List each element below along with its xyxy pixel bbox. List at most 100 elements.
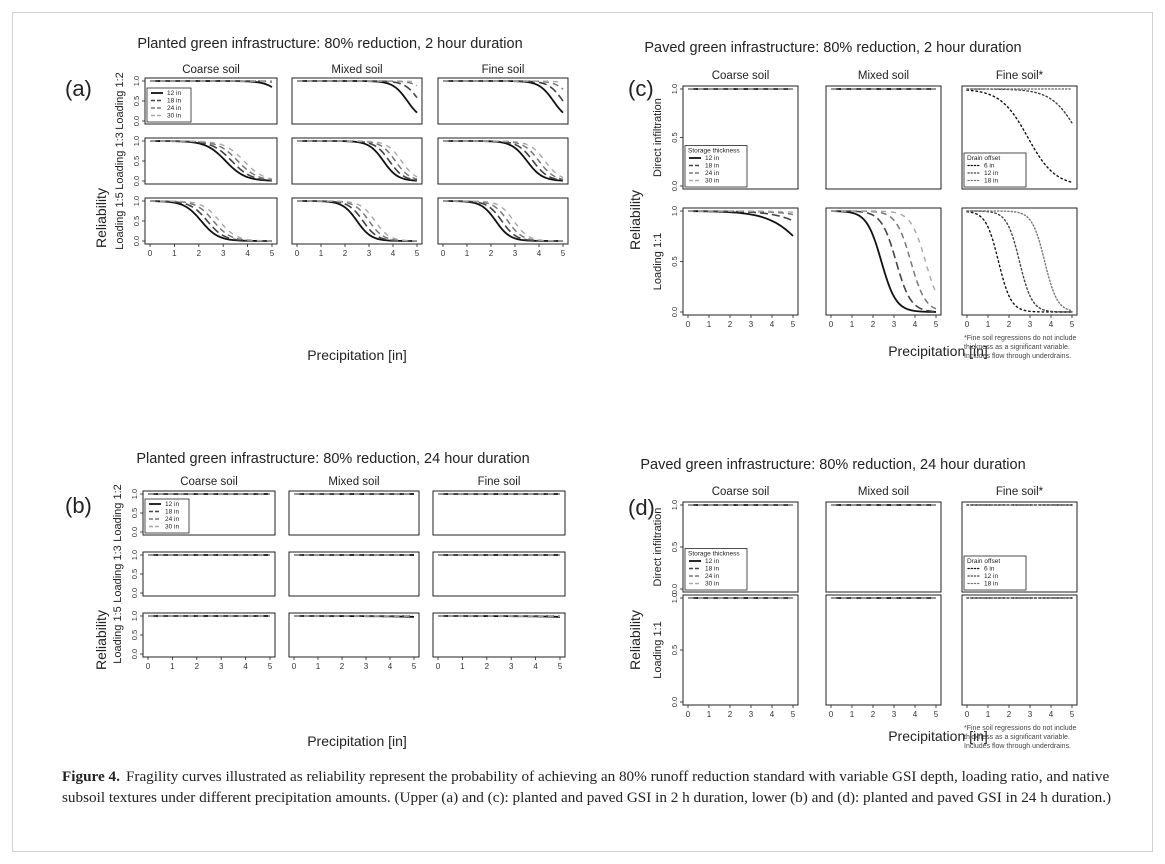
- x-tick-label: 5: [561, 249, 566, 258]
- subplot: [432, 490, 566, 536]
- legend-entry: 12 in: [984, 573, 998, 580]
- x-tick-label: 4: [770, 320, 775, 329]
- subplot: 0.0 0.5 1.0 0 1 2 3 4 5: [130, 611, 276, 671]
- y-tick-label: 1.0: [130, 611, 139, 621]
- subplot: 0.0 0.5 1.0 0 1 2 3 4 5: [670, 593, 799, 719]
- x-tick-label: 4: [770, 710, 775, 719]
- y-tick-label: 1.0: [670, 500, 679, 510]
- x-tick-label: 4: [243, 662, 248, 671]
- column-title: Coarse soil: [182, 64, 240, 76]
- subplot-frame: [825, 85, 942, 190]
- subplot: 0.0 0.5 1.0 0 1 2 3 4 5: [670, 206, 799, 329]
- series-line: [443, 140, 564, 179]
- legend-entry: 24 in: [705, 170, 719, 177]
- y-tick-label: 0.5: [132, 96, 141, 106]
- y-axis-label: Reliability: [627, 610, 643, 670]
- x-tick-label: 4: [533, 662, 538, 671]
- subplot: 0 1 2 3 4 5: [825, 594, 942, 719]
- legend-entry: 18 in: [705, 566, 719, 573]
- subplot: [432, 551, 566, 597]
- subplot-frame: [437, 197, 569, 245]
- y-tick-label: 0.0: [670, 584, 679, 594]
- x-tick-label: 4: [1049, 320, 1054, 329]
- x-tick-label: 3: [513, 249, 518, 258]
- x-tick-label: 1: [170, 662, 175, 671]
- y-tick-label: 0.0: [670, 181, 679, 191]
- subplot-frame: [288, 490, 420, 536]
- x-axis-label: Precipitation [in]: [888, 343, 988, 359]
- x-tick-label: 2: [489, 249, 494, 258]
- subplot: [291, 77, 423, 125]
- series-line: [150, 200, 273, 242]
- y-axis-label: Reliability: [93, 610, 109, 670]
- subplot: 0.0 0.5 1.0 0 1 2 3 4 5: [132, 196, 278, 258]
- x-tick-label: 0: [686, 710, 691, 719]
- subplot-frame: [288, 612, 420, 658]
- row-label: Loading 1:2: [114, 72, 126, 130]
- subplot: [288, 551, 420, 597]
- x-tick-label: 3: [364, 662, 369, 671]
- x-tick-label: 5: [1070, 320, 1075, 329]
- x-tick-label: 2: [871, 320, 876, 329]
- y-tick-label: 0.5: [132, 216, 141, 226]
- y-tick-label: 1.0: [130, 550, 139, 560]
- footnote-line: Includes flow through underdrains.: [964, 743, 1071, 750]
- row-label: Loading 1:3: [112, 545, 124, 603]
- subplot-frame: [682, 594, 799, 706]
- footnote-line: thickness as a significant variable.: [964, 734, 1070, 741]
- column-title: Mixed soil: [858, 70, 909, 82]
- series-line: [831, 210, 937, 293]
- series-line: [831, 210, 937, 310]
- column-title: Mixed soil: [858, 486, 909, 498]
- subplot-frame: [144, 197, 278, 245]
- legend-entry: 12 in: [165, 501, 179, 508]
- y-tick-label: 1.0: [132, 196, 141, 206]
- subplot-frame: [825, 594, 942, 706]
- x-tick-label: 2: [1007, 320, 1012, 329]
- legend-entry: 30 in: [165, 524, 179, 531]
- y-tick-label: 0.0: [132, 236, 141, 246]
- subplot-frame: [432, 490, 566, 536]
- y-tick-label: 0.0: [130, 527, 139, 537]
- x-tick-label: 1: [850, 320, 855, 329]
- legend-entry: 18 in: [705, 163, 719, 170]
- x-tick-label: 2: [195, 662, 200, 671]
- y-tick-label: 0.0: [670, 697, 679, 707]
- x-tick-label: 4: [913, 710, 918, 719]
- x-tick-label: 1: [460, 662, 465, 671]
- y-tick-label: 0.5: [130, 569, 139, 579]
- x-tick-label: 5: [268, 662, 273, 671]
- row-label: Direct infiltration: [652, 508, 664, 587]
- y-tick-label: 0.0: [670, 307, 679, 317]
- series-line: [297, 200, 418, 242]
- panel-label: (b): [65, 493, 92, 518]
- legend-entry: 30 in: [167, 113, 181, 120]
- column-title: Coarse soil: [180, 476, 238, 488]
- x-tick-label: 1: [465, 249, 470, 258]
- legend-box: [963, 152, 1027, 188]
- legend-title: Storage thickness: [688, 551, 740, 558]
- x-tick-label: 0: [829, 320, 834, 329]
- row-label: Direct infiltration: [652, 98, 664, 177]
- panel-label: (a): [65, 76, 92, 101]
- subplot: [825, 501, 942, 593]
- x-tick-label: 3: [749, 710, 754, 719]
- row-label: Loading 1:5: [112, 606, 124, 664]
- legend-entry: 18 in: [167, 98, 181, 105]
- x-tick-label: 1: [172, 249, 177, 258]
- panel-block-c: Paved green infrastructure: 80% reductio…: [627, 40, 1078, 360]
- legend-entry: 18 in: [984, 581, 998, 588]
- y-axis-label: Reliability: [93, 188, 109, 248]
- series-line: [830, 210, 937, 313]
- y-axis-label: Reliability: [627, 190, 643, 250]
- legend-entry: 6 in: [984, 566, 995, 573]
- caption-label: Figure 4.: [62, 768, 120, 785]
- y-tick-label: 0.5: [130, 508, 139, 518]
- footnote-line: Includes flow through underdrains.: [964, 353, 1071, 360]
